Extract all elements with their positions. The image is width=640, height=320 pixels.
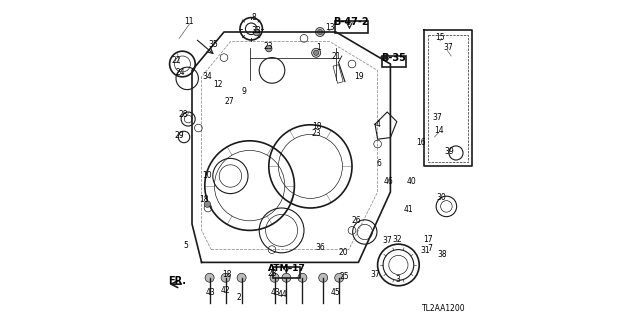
Text: FR.: FR. xyxy=(168,276,187,286)
Circle shape xyxy=(270,273,279,282)
Text: 25: 25 xyxy=(339,272,349,281)
Circle shape xyxy=(253,29,260,36)
Text: 11: 11 xyxy=(185,17,194,26)
Text: 37: 37 xyxy=(370,270,380,279)
Text: 27: 27 xyxy=(225,97,235,106)
Text: 29: 29 xyxy=(174,131,184,140)
Text: B-47-2: B-47-2 xyxy=(333,17,369,28)
Circle shape xyxy=(314,50,319,55)
Text: 15: 15 xyxy=(435,33,445,42)
Text: 17: 17 xyxy=(423,235,433,244)
Text: 33: 33 xyxy=(252,26,262,35)
Text: 2: 2 xyxy=(237,293,242,302)
Text: 5: 5 xyxy=(184,241,189,250)
Circle shape xyxy=(317,29,323,35)
Bar xyxy=(333,65,343,83)
Text: 23: 23 xyxy=(268,269,278,278)
Text: 24: 24 xyxy=(176,68,186,77)
Text: 46: 46 xyxy=(384,177,394,186)
Text: 3: 3 xyxy=(395,275,400,284)
Text: 13: 13 xyxy=(324,23,335,32)
Text: 9: 9 xyxy=(241,87,246,96)
Text: 14: 14 xyxy=(434,126,444,135)
Text: 18: 18 xyxy=(222,270,231,279)
Text: 26: 26 xyxy=(351,216,361,225)
Text: 10: 10 xyxy=(202,171,212,180)
Text: 37: 37 xyxy=(382,236,392,245)
Text: 31: 31 xyxy=(420,246,430,255)
Text: 12: 12 xyxy=(214,80,223,89)
Text: 1: 1 xyxy=(317,43,321,52)
Text: 28: 28 xyxy=(179,110,188,119)
Circle shape xyxy=(316,28,324,36)
Text: 35: 35 xyxy=(208,40,218,49)
Circle shape xyxy=(266,45,272,52)
Text: 22: 22 xyxy=(172,56,181,65)
Text: TL2AA1200: TL2AA1200 xyxy=(422,304,466,313)
Text: 44: 44 xyxy=(277,290,287,299)
Text: 23: 23 xyxy=(312,129,322,138)
Text: 21: 21 xyxy=(332,52,341,61)
Text: 37: 37 xyxy=(433,113,443,122)
Text: 37: 37 xyxy=(443,43,453,52)
Circle shape xyxy=(204,201,211,207)
Text: 40: 40 xyxy=(406,177,416,186)
Circle shape xyxy=(312,48,321,57)
Text: 16: 16 xyxy=(416,138,426,147)
Text: 18: 18 xyxy=(200,195,209,204)
Text: 18: 18 xyxy=(312,122,321,131)
Text: B-35: B-35 xyxy=(381,52,406,63)
Text: 42: 42 xyxy=(221,286,230,295)
Text: 6: 6 xyxy=(377,159,381,168)
Text: 7: 7 xyxy=(428,244,432,253)
Text: 30: 30 xyxy=(436,193,446,202)
Circle shape xyxy=(221,273,230,282)
Circle shape xyxy=(319,273,328,282)
Text: 43: 43 xyxy=(270,288,280,297)
Text: 38: 38 xyxy=(437,250,447,259)
Circle shape xyxy=(298,273,307,282)
Text: 4: 4 xyxy=(375,120,380,129)
Text: 32: 32 xyxy=(392,235,403,244)
Text: 39: 39 xyxy=(445,147,454,156)
Circle shape xyxy=(205,273,214,282)
Text: ATM-17: ATM-17 xyxy=(268,264,305,273)
Text: 45: 45 xyxy=(330,288,340,297)
Circle shape xyxy=(335,273,344,282)
Circle shape xyxy=(282,273,291,282)
Text: 19: 19 xyxy=(354,72,364,81)
Text: 43: 43 xyxy=(205,288,216,297)
Text: 23: 23 xyxy=(263,42,273,51)
Text: 8: 8 xyxy=(251,13,256,22)
Circle shape xyxy=(237,273,246,282)
Text: 41: 41 xyxy=(403,205,413,214)
Text: 34: 34 xyxy=(202,72,212,81)
Text: 36: 36 xyxy=(316,244,326,252)
Text: 20: 20 xyxy=(338,248,348,257)
